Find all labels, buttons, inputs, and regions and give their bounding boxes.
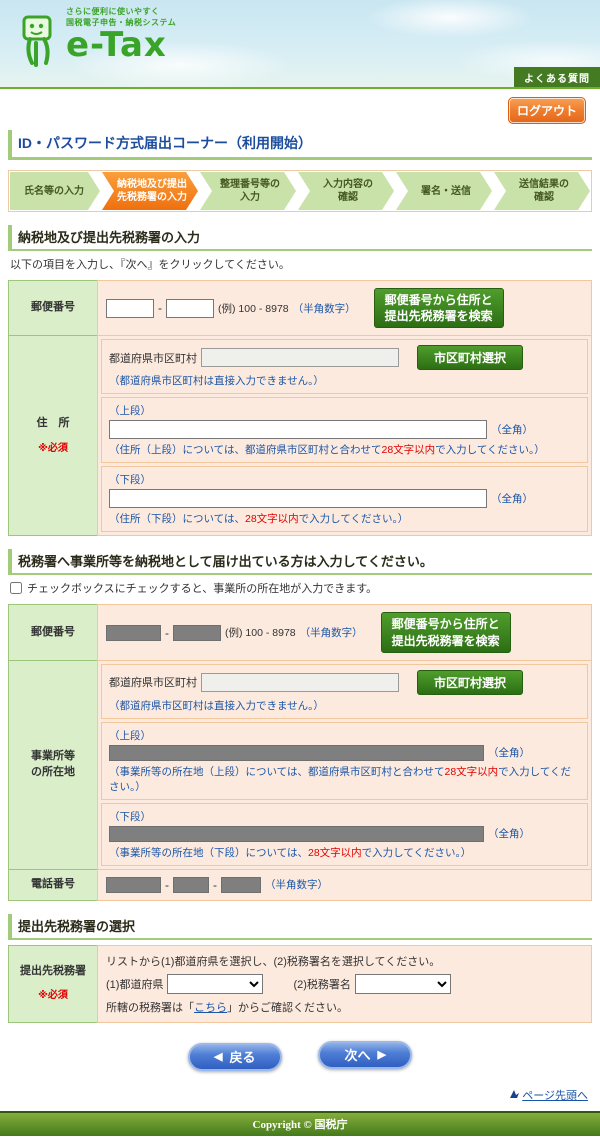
etax-mascot-icon: [22, 15, 52, 67]
step-navigation: 氏名等の入力 納税地及び提出 先税務署の入力 整理番号等の 入力 入力内容の 確認 署…: [8, 170, 592, 212]
address-lower-subrow: （下段） （全角） （住所（下段）については、28文字以内で入力してください。）: [101, 466, 588, 533]
business-address-row: 事業所等 の所在地 都道府県市区町村 市区町村選択 （都道府県市区町村は直接入力…: [8, 659, 592, 870]
tax-office-label: 提出先税務署 ※必須: [8, 944, 98, 1023]
logo-tagline-line1: さらに便利に使いやすく: [66, 7, 160, 16]
next-button[interactable]: 次へ ▶: [318, 1040, 413, 1069]
phone-input-1-disabled: [106, 876, 161, 893]
nav-button-row: ◀ 戻る 次へ ▶: [0, 1040, 600, 1071]
etax-logo: さらに便利に使いやすく 国税電子申告・納税システム e-Tax: [22, 7, 176, 69]
copyright-text: Copyright © 国税庁: [252, 1118, 348, 1131]
section-title-tax-address: 納税地及び提出先税務署の入力: [8, 225, 592, 251]
page-top-link[interactable]: ページ先頭へ: [522, 1089, 588, 1102]
business-address-checkbox-label: チェックボックスにチェックすると、事業所の所在地が入力できます。: [27, 583, 378, 596]
postal-format-note: （半角数字）: [292, 302, 356, 315]
business-address-lower-subrow: （下段） （全角） （事業所等の所在地（下段）については、28文字以内で入力して…: [101, 802, 588, 866]
business-prefecture-city-subrow: 都道府県市区町村 市区町村選択 （都道府県市区町村は直接入力できません。）: [101, 663, 588, 719]
phone-input-3-disabled: [221, 876, 261, 893]
city-select-button[interactable]: 市区町村選択: [417, 345, 524, 371]
required-badge: ※必須: [38, 990, 68, 1002]
address-label: 住 所 ※必須: [8, 335, 98, 537]
postal-code-label: 郵便番号: [8, 280, 98, 337]
logo-wordmark: e-Tax: [66, 24, 167, 65]
postal-code-input-2[interactable]: [166, 298, 214, 318]
prefecture-city-note: （都道府県市区町村は直接入力できません。）: [109, 375, 324, 388]
back-arrow-icon: ◀: [214, 1051, 223, 1064]
postal-search-button[interactable]: 郵便番号から住所と 提出先税務署を検索: [373, 288, 504, 329]
step-result-confirm: 送信結果の 確認: [494, 172, 590, 210]
postal-code-input-1[interactable]: [106, 298, 154, 318]
business-postal-row: 郵便番号 - (例) 100 - 8978 （半角数字） 郵便番号から住所と 提…: [8, 604, 592, 661]
address-upper-subrow: （上段） （全角） （住所（上段）については、都道府県市区町村と合わせて28文字…: [101, 397, 588, 464]
business-address-lower-input-disabled: [109, 825, 484, 842]
business-address-checkbox-row: チェックボックスにチェックすると、事業所の所在地が入力できます。: [10, 580, 590, 596]
address-lower-label: （下段）: [109, 474, 151, 487]
tax-office-select[interactable]: [354, 973, 451, 994]
logout-button[interactable]: ログアウト: [507, 97, 586, 124]
address-lower-note: （住所（下段）については、28文字以内で入力してください。）: [109, 513, 409, 526]
back-button[interactable]: ◀ 戻る: [187, 1042, 282, 1071]
address-upper-input[interactable]: [109, 420, 487, 440]
business-postal-label: 郵便番号: [8, 604, 98, 661]
prefecture-city-subrow: 都道府県市区町村 市区町村選択 （都道府県市区町村は直接入力できません。）: [101, 339, 588, 395]
phone-row: 電話番号 - - （半角数字）: [8, 868, 592, 901]
prefecture-select-label: (1)都道府県: [106, 978, 164, 991]
required-badge: ※必須: [38, 442, 68, 454]
tax-office-instruction: リストから(1)都道府県を選択し、(2)税務署名を選択してください。: [106, 955, 441, 968]
business-address-checkbox[interactable]: [10, 582, 22, 595]
business-address-upper-subrow: （上段） （全角） （事業所等の所在地（上段）については、都道府県市区町村と合わ…: [101, 721, 588, 800]
address-lower-input[interactable]: [109, 489, 487, 509]
phone-format-note: （半角数字）: [265, 879, 328, 892]
business-address-label: 事業所等 の所在地: [8, 659, 98, 870]
business-postal-search-button[interactable]: 郵便番号から住所と 提出先税務署を検索: [380, 612, 511, 653]
tax-office-confirm-note: 所轄の税務署は「こちら」からご確認ください。: [106, 1001, 348, 1014]
section-title-tax-office: 提出先税務署の選択: [8, 913, 592, 940]
step-name-input: 氏名等の入力: [10, 172, 100, 210]
logout-row: ログアウト: [0, 89, 600, 128]
address-row: 住 所 ※必須 都道府県市区町村 市区町村選択 （都道府県市区町村は直接入力でき…: [8, 335, 592, 537]
postal-example: (例) 100 - 8978: [218, 302, 289, 315]
page-top-row: ページ先頭へ: [12, 1087, 588, 1103]
business-postal-input-1-disabled: [106, 624, 161, 641]
step-content-confirm: 入力内容の 確認: [298, 172, 394, 210]
business-address-lower-note: （事業所等の所在地（下段）については、28文字以内で入力してください。）: [109, 846, 472, 859]
phone-input-2-disabled: [173, 876, 209, 893]
step-reference-number: 整理番号等の 入力: [200, 172, 296, 210]
page-title: ID・パスワード方式届出コーナー（利用開始）: [8, 130, 592, 160]
phone-label: 電話番号: [8, 868, 98, 901]
prefecture-select[interactable]: [167, 973, 264, 994]
business-address-upper-note: （事業所等の所在地（上段）については、都道府県市区町村と合わせて28文字以内で入…: [109, 765, 572, 793]
address-upper-label: （上段）: [109, 405, 151, 418]
logo-tagline-line2: 国税電子申告・納税システム: [66, 17, 177, 27]
app-footer: Copyright © 国税庁: [0, 1110, 600, 1136]
step-sign-send: 署名・送信: [396, 172, 492, 210]
office-select-label: (2)税務署名: [293, 978, 351, 991]
business-postal-input-2-disabled: [173, 624, 221, 641]
prefecture-city-label: 都道府県市区町村: [109, 352, 197, 365]
next-arrow-icon: ▶: [377, 1049, 386, 1062]
postal-code-row: 郵便番号 - (例) 100 - 8978 （半角数字） 郵便番号から住所と 提…: [8, 280, 592, 337]
address-upper-note: （住所（上段）については、都道府県市区町村と合わせて28文字以内で入力してくださ…: [109, 444, 545, 457]
business-address-upper-input-disabled: [109, 744, 484, 761]
faq-link[interactable]: よくある質問: [514, 67, 600, 87]
section-instruction: 以下の項目を入力し、『次へ』をクリックしてください。: [10, 259, 290, 271]
step-tax-address-input: 納税地及び提出 先税務署の入力: [102, 172, 198, 210]
prefecture-city-input: [201, 348, 399, 368]
business-prefecture-city-input: [201, 672, 399, 692]
page-top-icon: [509, 1089, 522, 1102]
section-title-business-address: 税務署へ事業所等を納税地として届け出ている方は入力してください。: [8, 549, 592, 576]
kochira-link[interactable]: こちら: [194, 1001, 227, 1014]
app-header: さらに便利に使いやすく 国税電子申告・納税システム e-Tax よくある質問: [0, 0, 600, 89]
tax-office-row: 提出先税務署 ※必須 リストから(1)都道府県を選択し、(2)税務署名を選択して…: [8, 944, 592, 1023]
business-city-select-button[interactable]: 市区町村選択: [417, 669, 524, 695]
